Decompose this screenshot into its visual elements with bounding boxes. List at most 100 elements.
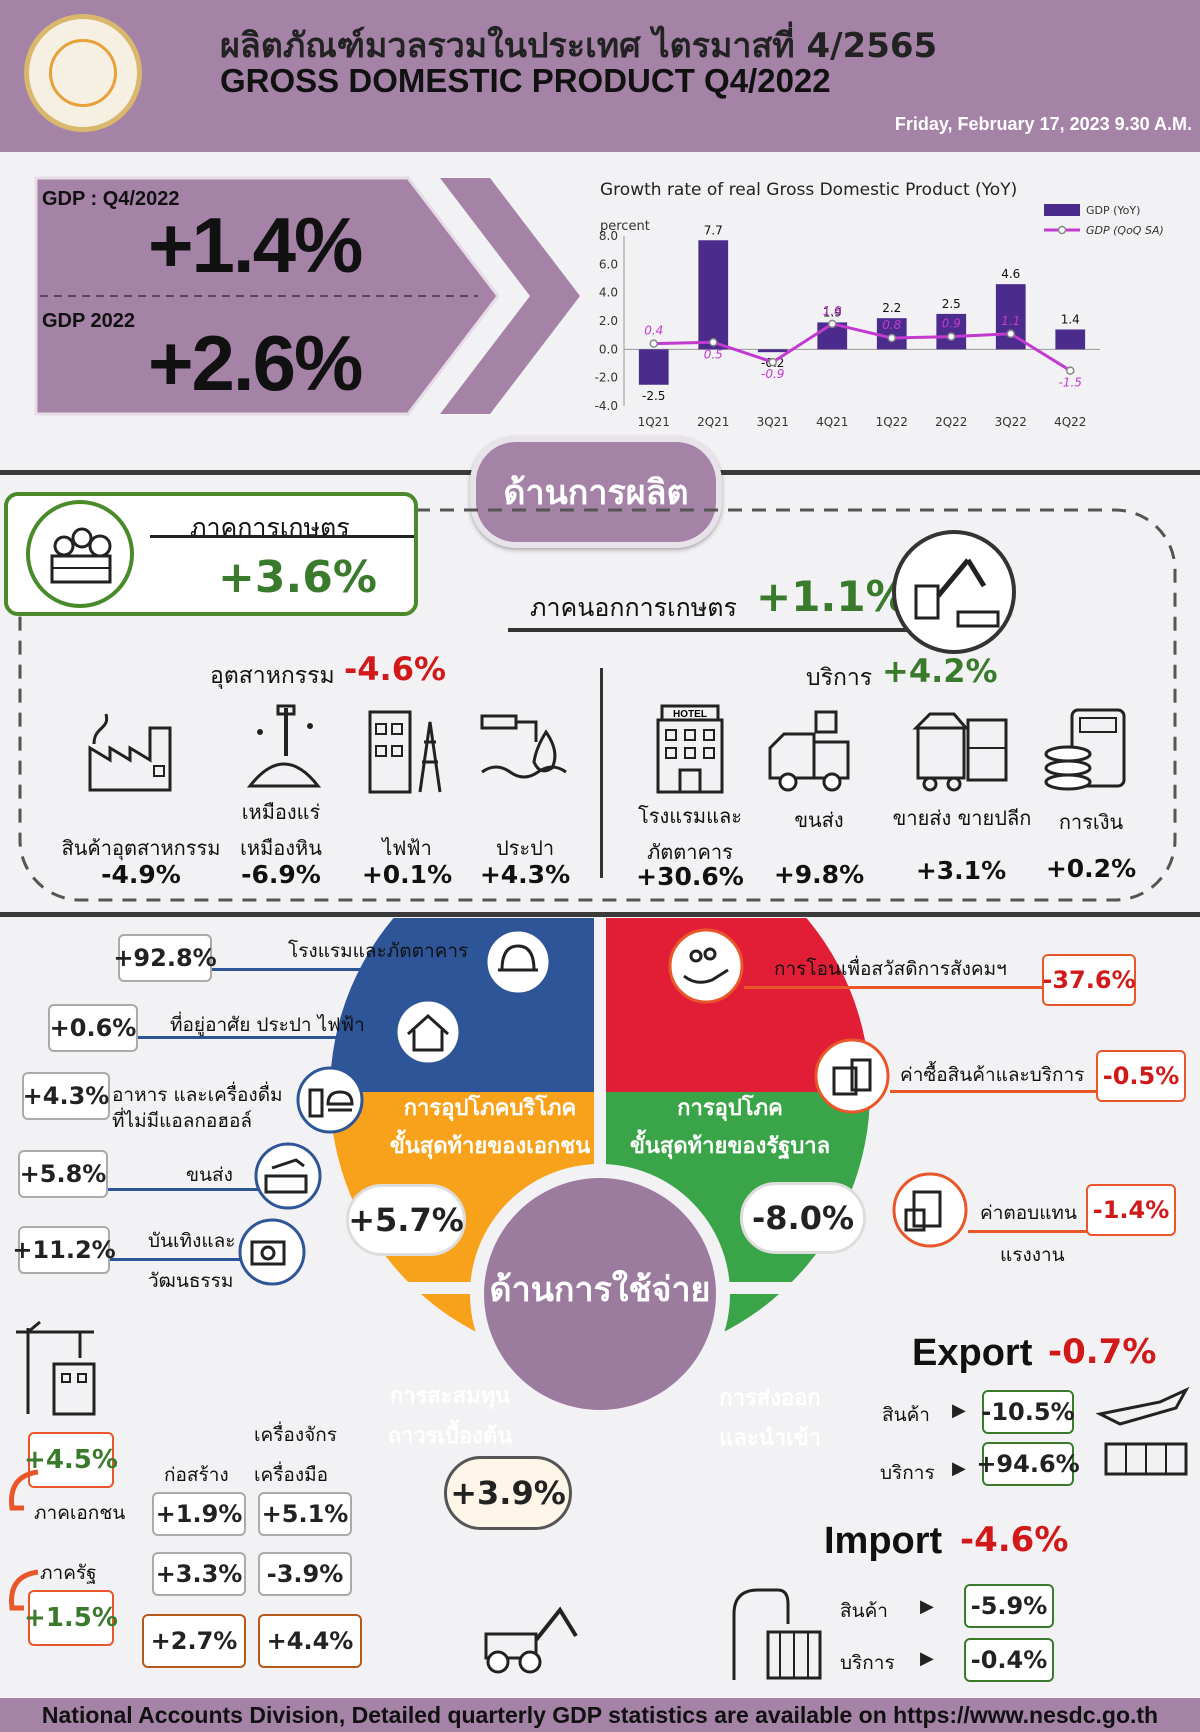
service-item-value: +3.1% [915, 856, 1007, 885]
total-machinery-value: +4.4% [258, 1614, 362, 1668]
x-tick-label: 2Q22 [935, 415, 967, 429]
industry-item-value: +0.1% [361, 860, 453, 889]
play-arrow-icon: ▶ [920, 1596, 934, 1617]
industry-value: -4.6% [344, 650, 447, 688]
nesdc-logo [24, 14, 142, 132]
public-machinery-value: -3.9% [258, 1552, 352, 1596]
welfare-hands-icon [668, 928, 744, 1004]
import-label: Import [824, 1520, 943, 1562]
water-tap-icon [480, 714, 567, 779]
bar-data-label: 1.9 [823, 305, 842, 319]
production-frame [18, 508, 1177, 902]
page-title-thai: ผลิตภัณฑ์มวลรวมในประเทศ ไตรมาสที่ 4/2565 [220, 26, 938, 66]
expenditure-center-title: ด้านการใช้จ่าย [489, 1270, 711, 1310]
import-services-value: -0.4% [964, 1638, 1054, 1682]
industry-item-label: ประปา [495, 836, 555, 860]
page-title-english: GROSS DOMESTIC PRODUCT Q4/2022 [220, 62, 831, 99]
gdp-arrow-shape [34, 176, 580, 416]
non-agriculture-label: ภาคนอกการเกษตร [530, 593, 737, 622]
import-services-label: บริการ [840, 1652, 895, 1674]
house-icon [394, 998, 462, 1066]
service-item-label: ขนส่ง [794, 808, 844, 832]
service-item-value: +30.6% [636, 862, 744, 891]
line-data-label: -0.9 [761, 367, 784, 381]
private-item-connector [108, 1188, 258, 1191]
service-item-value: +9.8% [773, 860, 865, 889]
government-item-value: -37.6% [1042, 954, 1136, 1006]
private-item-label-line2: ที่ไม่มีแอลกอฮอล์ [112, 1110, 252, 1132]
agriculture-underline [150, 535, 414, 538]
private-consumption-value: +5.7% [346, 1184, 466, 1256]
agriculture-label: ภาคการเกษตร [190, 513, 350, 542]
finance-calculator-icon [1044, 708, 1126, 791]
y-tick-label: 4.0 [599, 286, 618, 300]
header-banner [0, 0, 1200, 152]
bar-data-label: 2.2 [882, 301, 901, 315]
industry-item-value: -4.9% [101, 860, 181, 889]
line-data-label: 0.9 [942, 317, 961, 331]
private-item-value: +5.8% [18, 1150, 108, 1198]
cloche-icon [484, 928, 552, 996]
chart-point [649, 339, 658, 348]
factory-icon [88, 713, 172, 792]
y-tick-label: 0.0 [599, 342, 618, 356]
service-item-value: +0.2% [1045, 854, 1137, 883]
play-arrow-icon: ▶ [952, 1400, 966, 1421]
industry-item-label: เหมืองแร่ [241, 800, 321, 824]
legend-swatch-point [1057, 225, 1067, 235]
private-construction-value: +1.9% [152, 1492, 246, 1536]
private-consumption-label: การอุปโภคบริโภค [403, 1096, 577, 1121]
non-agriculture-underline [508, 628, 908, 632]
investment-public-label: ภาครัฐ [40, 1562, 97, 1584]
legend-label: GDP (QoQ SA) [1086, 224, 1164, 237]
gdp-year-value: +2.6% [148, 319, 363, 407]
industry-services-divider [600, 668, 603, 878]
line-data-label: 1.1 [1001, 314, 1020, 328]
private-item-label-line2: วัฒนธรรม [148, 1270, 234, 1292]
x-tick-label: 4Q21 [816, 415, 848, 429]
line-data-label: 0.4 [644, 324, 663, 338]
line-data-label: 0.5 [704, 347, 723, 361]
agriculture-icon [26, 500, 134, 608]
play-arrow-icon: ▶ [952, 1458, 966, 1479]
chart-point [947, 332, 956, 341]
export-label: Export [912, 1332, 1033, 1374]
chart-point [768, 357, 777, 367]
food-drink-icon [296, 1066, 364, 1134]
service-item-label: ขายส่ง ขายปลีก [892, 806, 1032, 830]
x-tick-label: 3Q21 [757, 415, 789, 429]
government-item-connector [890, 1090, 1098, 1093]
chart-point [1006, 329, 1015, 338]
chart-bar [757, 349, 788, 353]
government-item-connector [744, 986, 1044, 989]
x-tick-label: 2Q21 [697, 415, 729, 429]
investment-value: +3.9% [444, 1456, 572, 1530]
warehouse-icon [732, 1588, 822, 1680]
mining-icon [246, 704, 322, 788]
export-services-value: +94.6% [976, 1442, 1080, 1486]
import-goods-label: สินค้า [840, 1600, 888, 1622]
line-data-label: 0.8 [882, 318, 901, 332]
government-item-value: -0.5% [1096, 1050, 1186, 1102]
chart-bar [936, 313, 967, 350]
investment-private-label: ภาคเอกชน [34, 1502, 126, 1524]
private-machinery-value: +5.1% [258, 1492, 352, 1536]
export-goods-value: -10.5% [981, 1390, 1075, 1434]
chart-point [1066, 366, 1075, 375]
production-section-title: ด้านการผลิต [470, 436, 722, 548]
government-item-label: ค่าซื้อสินค้าและบริการ [900, 1064, 1085, 1086]
import-value: -4.6% [960, 1520, 1069, 1560]
curved-arrow-icon [9, 1469, 39, 1511]
industry-item-value: -6.9% [241, 860, 321, 889]
trade-label-line2: และนำเข้า [719, 1426, 821, 1451]
investment-private-value: +4.5% [24, 1432, 118, 1488]
line-data-label: 1.8 [823, 304, 842, 318]
industry-label: อุตสาหกรรม [210, 663, 335, 689]
chart-point [828, 319, 837, 329]
non-agriculture-value: +1.1% [756, 572, 908, 621]
private-item-value: +0.6% [48, 1004, 138, 1052]
legend-swatch-bar [1044, 204, 1080, 216]
construction-column-header: ก่อสร้าง [164, 1464, 229, 1486]
gdp-quarter-label: GDP : Q4/2022 [42, 188, 180, 210]
entertainment-icon [238, 1218, 306, 1286]
